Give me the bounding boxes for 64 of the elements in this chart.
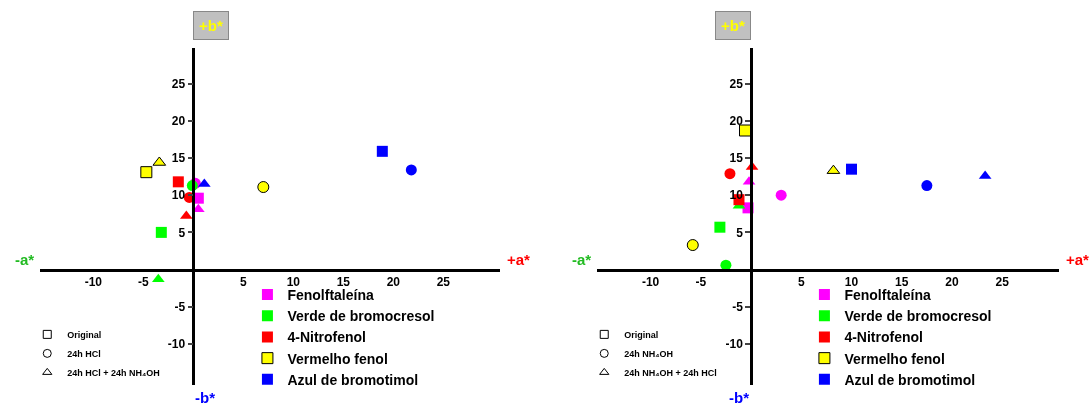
legend-label: 24h HCl + 24h NH₄OH (67, 367, 160, 378)
text: -b* (729, 389, 750, 403)
legend-label: 4-Nitrofenol (844, 329, 923, 346)
legend-label: Original (67, 329, 102, 340)
y-tick-label: 10 (171, 188, 186, 203)
legend-label: Verde de bromocresol (844, 308, 992, 325)
point (775, 189, 787, 201)
point (846, 163, 858, 175)
legend-label: Fenolftaleína (287, 287, 374, 303)
legend-label: Azul de bromotimol (844, 371, 976, 388)
x-tick-label: 5 (239, 274, 247, 289)
y-tick-label: 20 (171, 114, 186, 129)
point (172, 176, 184, 188)
x-tick-label: 15 (895, 274, 909, 289)
point (686, 239, 699, 252)
y-tick-label: 5 (736, 225, 744, 240)
point (140, 166, 153, 179)
x-tick-label: -5 (137, 274, 149, 289)
legend-label: Fenolftaleína (844, 287, 931, 303)
x-tick-label: -5 (695, 274, 707, 289)
legend-label: 4-Nitrofenol (287, 329, 366, 346)
y-tick-label: 15 (171, 151, 186, 166)
y-tick-label: -10 (167, 337, 186, 352)
point (921, 180, 933, 192)
legend-label: Vermelho fenol (844, 350, 945, 367)
legend-label: Original (624, 329, 659, 340)
y-tick-label: -5 (732, 299, 744, 314)
y-tick-label: 20 (729, 114, 744, 129)
legend-label: 24h NH₄OH (624, 348, 674, 359)
point (724, 168, 736, 180)
y-tick-label: 5 (178, 225, 186, 240)
text: +a* (1066, 251, 1090, 268)
x-tick-label: 25 (995, 274, 1010, 289)
x-tick-label: -10 (84, 274, 103, 289)
x-tick-label: 15 (336, 274, 351, 289)
x-tick-label: 25 (436, 274, 451, 289)
x-tick-label: -10 (641, 274, 660, 289)
legend-label: 24h HCl (67, 348, 101, 359)
text: +a* (507, 251, 531, 268)
point (151, 273, 165, 283)
y-tick-label: 15 (729, 151, 744, 166)
y-tick-label: -10 (725, 337, 744, 352)
text: -b* (195, 389, 216, 403)
point (257, 181, 270, 194)
y-tick-label: -5 (174, 299, 186, 314)
text: +b* (721, 17, 745, 34)
y-tick-label: 25 (171, 76, 186, 91)
text: -a* (15, 251, 35, 268)
legend-label: Azul de bromotimol (287, 371, 419, 388)
legend-label: 24h NH₄OH + 24h HCl (624, 367, 717, 378)
point (714, 221, 726, 233)
x-tick-label: 10 (286, 274, 301, 289)
y-tick-label: 25 (729, 76, 744, 91)
x-tick-label: 20 (386, 274, 401, 289)
point (405, 164, 417, 176)
x-tick-label: 10 (844, 274, 859, 289)
text: +b* (199, 17, 223, 34)
text: -a* (572, 251, 592, 268)
legend-label: Vermelho fenol (287, 350, 388, 367)
point (376, 145, 388, 157)
legend-label: Verde de bromocresol (287, 308, 435, 325)
point (155, 226, 167, 238)
x-tick-label: 20 (945, 274, 959, 289)
x-tick-label: 5 (797, 274, 805, 289)
